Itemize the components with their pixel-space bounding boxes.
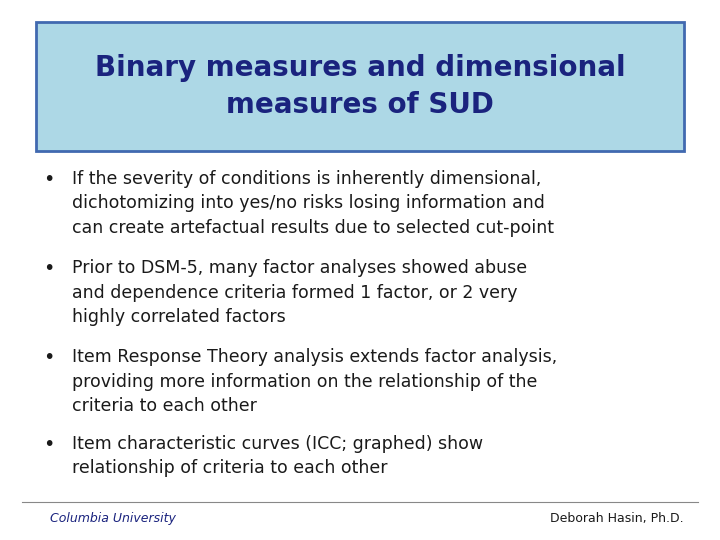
Text: Deborah Hasin, Ph.D.: Deborah Hasin, Ph.D. <box>550 512 684 525</box>
Text: Binary measures and dimensional
measures of SUD: Binary measures and dimensional measures… <box>95 54 625 119</box>
Text: •: • <box>43 435 55 454</box>
Text: Item Response Theory analysis extends factor analysis,
providing more informatio: Item Response Theory analysis extends fa… <box>72 348 557 415</box>
Text: •: • <box>43 170 55 189</box>
FancyBboxPatch shape <box>36 22 684 151</box>
Text: If the severity of conditions is inherently dimensional,
dichotomizing into yes/: If the severity of conditions is inheren… <box>72 170 554 237</box>
Text: •: • <box>43 259 55 278</box>
Text: Columbia University: Columbia University <box>50 512 176 525</box>
Text: •: • <box>43 348 55 367</box>
Text: Item characteristic curves (ICC; graphed) show
relationship of criteria to each : Item characteristic curves (ICC; graphed… <box>72 435 483 477</box>
Text: Prior to DSM-5, many factor analyses showed abuse
and dependence criteria formed: Prior to DSM-5, many factor analyses sho… <box>72 259 527 326</box>
